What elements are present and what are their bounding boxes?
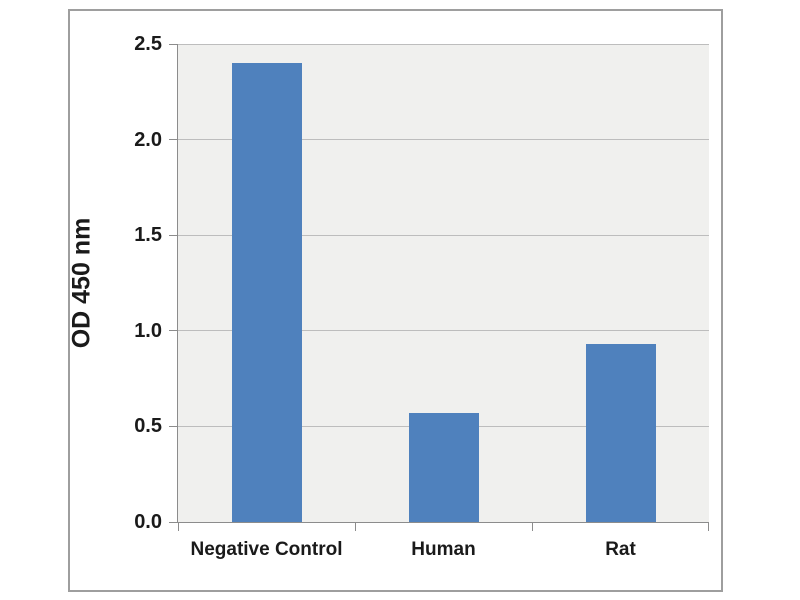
gridline-2.0	[178, 139, 709, 141]
y-tick-1.5	[169, 234, 177, 236]
chart-frame: OD 450 nm 0.0 0.5 1.0 1.5 2.0 2.5 Negative Co…	[68, 9, 723, 592]
x-label-rat: Rat	[605, 539, 636, 560]
y-axis-title: OD 450 nm	[67, 217, 96, 349]
y-tick-label-0.5: 0.5	[134, 415, 162, 438]
x-tick-3	[708, 523, 709, 531]
x-tick-2	[532, 523, 533, 531]
y-tick-0.0	[169, 522, 177, 523]
x-tick-1	[355, 523, 356, 531]
plot-area: OD 450 nm 0.0 0.5 1.0 1.5 2.0 2.5 Negative Co…	[68, 34, 709, 560]
y-tick-0.5	[169, 425, 177, 427]
gridline-2.5	[178, 43, 709, 45]
y-tick-label-2.0: 2.0	[134, 128, 162, 151]
y-tick-label-1.0: 1.0	[134, 319, 162, 342]
gridline-1.0	[178, 330, 709, 332]
y-tick-2.0	[169, 139, 177, 141]
y-tick-label-0.0: 0.0	[134, 511, 162, 533]
y-tick-label-2.5: 2.5	[134, 33, 162, 55]
bar-human	[408, 413, 479, 522]
bar-rat	[585, 344, 656, 522]
y-tick-1.0	[169, 330, 177, 332]
x-tick-0	[178, 523, 179, 531]
x-label-negative-control: Negative Control	[190, 539, 343, 560]
gridline-1.5	[178, 234, 709, 236]
x-label-human: Human	[411, 539, 476, 560]
bar-negative-control	[231, 63, 302, 522]
y-tick-2.5	[169, 43, 177, 45]
y-tick-label-1.5: 1.5	[134, 224, 162, 247]
